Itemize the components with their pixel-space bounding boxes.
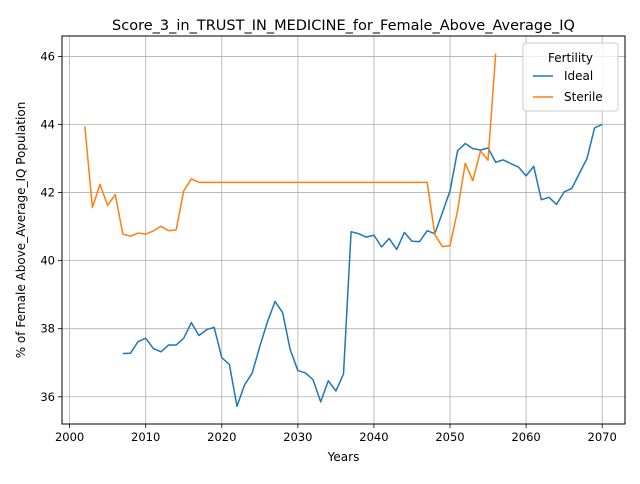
x-tick-label: 2030 [283,430,312,444]
y-tick-label: 46 [40,49,55,63]
plot-area-frame [61,35,626,425]
axis-ticks: 2000 2010 2020 2030 2040 2050 2060 2070 36 38 40 42… [40,49,616,444]
x-tick-label: 2020 [207,430,236,444]
x-tick-label: 2000 [55,430,84,444]
chart-title: Score_3_in_TRUST_IN_MEDICINE_for_Female_… [112,18,575,34]
legend-box [522,42,619,112]
x-tick-label: 2040 [359,430,388,444]
x-tick-label: 2060 [511,430,540,444]
y-tick-label: 44 [40,117,55,131]
y-axis-label: % of Female Above_Average_IQ Population [14,102,28,359]
legend-title: Fertility [548,51,593,65]
y-tick-label: 40 [40,254,55,268]
legend-label-ideal: Ideal [564,69,593,83]
x-tick-label: 2010 [131,430,160,444]
x-tick-label: 2070 [588,430,617,444]
series-line-ideal [122,123,603,408]
series-lines [84,53,603,408]
y-tick-label: 36 [40,390,55,404]
legend-label-sterile: Sterile [564,90,603,104]
series-line-sterile [84,53,497,248]
y-tick-label: 38 [40,322,55,336]
x-axis-label: Years [327,450,360,464]
x-tick-label: 2050 [435,430,464,444]
y-tick-label: 42 [40,186,55,200]
legend: Fertility Ideal Sterile [522,42,619,112]
